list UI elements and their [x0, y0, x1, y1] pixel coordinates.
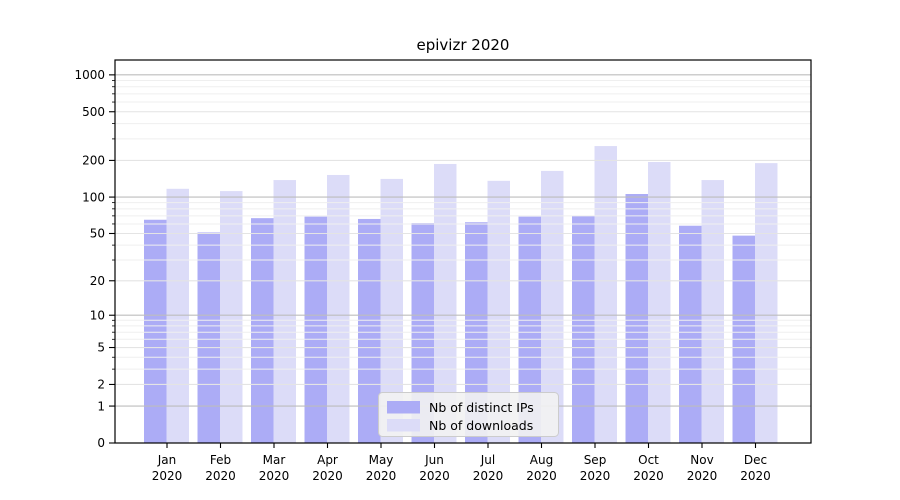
- legend-label-downloads: Nb of downloads: [429, 418, 533, 433]
- x-tick-label-year: 2020: [366, 469, 397, 483]
- axes-spines: [114, 59, 812, 444]
- x-tick-label-month: Dec: [744, 453, 767, 467]
- bar-distinct-ips-nov: [679, 225, 702, 443]
- y-tick-label: 100: [82, 190, 105, 204]
- y-tick-label: 5: [97, 341, 105, 355]
- bar-downloads-oct: [648, 162, 671, 443]
- bar-downloads-nov: [701, 180, 724, 443]
- x-tick-label-month: Mar: [263, 453, 286, 467]
- x-tick-label-year: 2020: [740, 469, 771, 483]
- y-tick-label: 10: [90, 308, 105, 322]
- bar-downloads-aug: [541, 170, 564, 443]
- x-tick-label-month: Sep: [584, 453, 607, 467]
- x-tick-label-year: 2020: [312, 469, 343, 483]
- bar-distinct-ips-mar: [251, 218, 274, 443]
- bar-distinct-ips-jan: [144, 219, 167, 443]
- grid-layer: [115, 74, 811, 407]
- bar-downloads-sep: [594, 146, 617, 443]
- x-tick-label-year: 2020: [580, 469, 611, 483]
- y-tick-label: 1: [97, 399, 105, 413]
- y-tick-label: 1000: [74, 68, 105, 82]
- bars-layer: [144, 146, 778, 443]
- x-tick-label-year: 2020: [259, 469, 290, 483]
- bar-downloads-mar: [273, 180, 296, 443]
- legend: Nb of distinct IPs Nb of downloads: [378, 392, 559, 437]
- bar-distinct-ips-jun: [411, 223, 434, 443]
- legend-label-distinct-ips: Nb of distinct IPs: [429, 400, 534, 415]
- x-tick-label-year: 2020: [687, 469, 718, 483]
- x-tick-label-year: 2020: [473, 469, 504, 483]
- x-tick-label-month: Jun: [424, 453, 444, 467]
- y-tick-label: 500: [82, 105, 105, 119]
- x-tick-label-month: Aug: [530, 453, 553, 467]
- x-tick-label-month: Apr: [317, 453, 338, 467]
- y-tick-label: 2: [97, 378, 105, 392]
- y-tick-label: 200: [82, 154, 105, 168]
- x-tick-label-month: Jul: [480, 453, 495, 467]
- bar-downloads-apr: [327, 174, 350, 443]
- ticks-layer: [109, 74, 757, 448]
- x-tick-label-year: 2020: [205, 469, 236, 483]
- x-tick-label-year: 2020: [633, 469, 664, 483]
- y-tick-label: 50: [90, 227, 105, 241]
- y-tick-label: 0: [97, 436, 105, 450]
- bar-downloads-feb: [220, 191, 243, 443]
- x-tick-label-month: May: [369, 453, 394, 467]
- bar-distinct-ips-oct: [625, 194, 648, 443]
- bar-distinct-ips-sep: [572, 215, 595, 443]
- chart-title: epivizr 2020: [417, 36, 510, 54]
- legend-swatch-distinct-ips: [387, 401, 420, 414]
- bar-distinct-ips-apr: [304, 216, 327, 443]
- legend-swatch-downloads: [387, 419, 420, 432]
- labels-layer: 0 1 2 5 10 20 50 100 200 500 1000 Jan 2020 Feb 2020 Mar…: [74, 68, 770, 483]
- bar-distinct-ips-aug: [518, 216, 541, 443]
- x-tick-label-year: 2020: [526, 469, 557, 483]
- bar-distinct-ips-may: [358, 218, 381, 443]
- bar-downloads-jul: [487, 180, 510, 443]
- x-tick-label-year: 2020: [419, 469, 450, 483]
- legend-box: [378, 392, 559, 437]
- x-tick-label-month: Nov: [690, 453, 713, 467]
- bar-downloads-dec: [755, 163, 778, 443]
- x-tick-label-month: Oct: [638, 453, 659, 467]
- x-tick-label-month: Feb: [210, 453, 231, 467]
- bar-distinct-ips-feb: [197, 232, 220, 443]
- x-tick-label-year: 2020: [152, 469, 183, 483]
- x-tick-label-month: Jan: [157, 453, 177, 467]
- y-tick-label: 20: [90, 274, 105, 288]
- bar-downloads-jan: [166, 188, 189, 443]
